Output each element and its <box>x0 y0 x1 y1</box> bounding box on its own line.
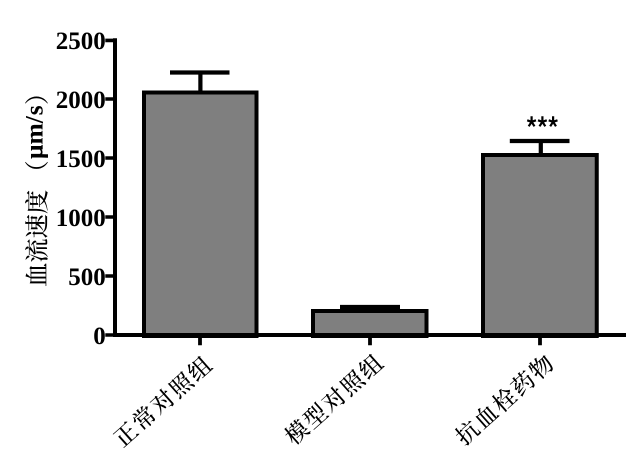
svg-text:500: 500 <box>68 264 106 291</box>
svg-text:2500: 2500 <box>56 28 106 55</box>
svg-text:1500: 1500 <box>56 146 106 173</box>
svg-text:2000: 2000 <box>56 87 106 114</box>
svg-text:1000: 1000 <box>56 205 106 232</box>
svg-text:μm/: μm/ <box>20 115 49 159</box>
svg-text:s: s <box>20 105 49 115</box>
svg-text:0: 0 <box>93 323 106 350</box>
